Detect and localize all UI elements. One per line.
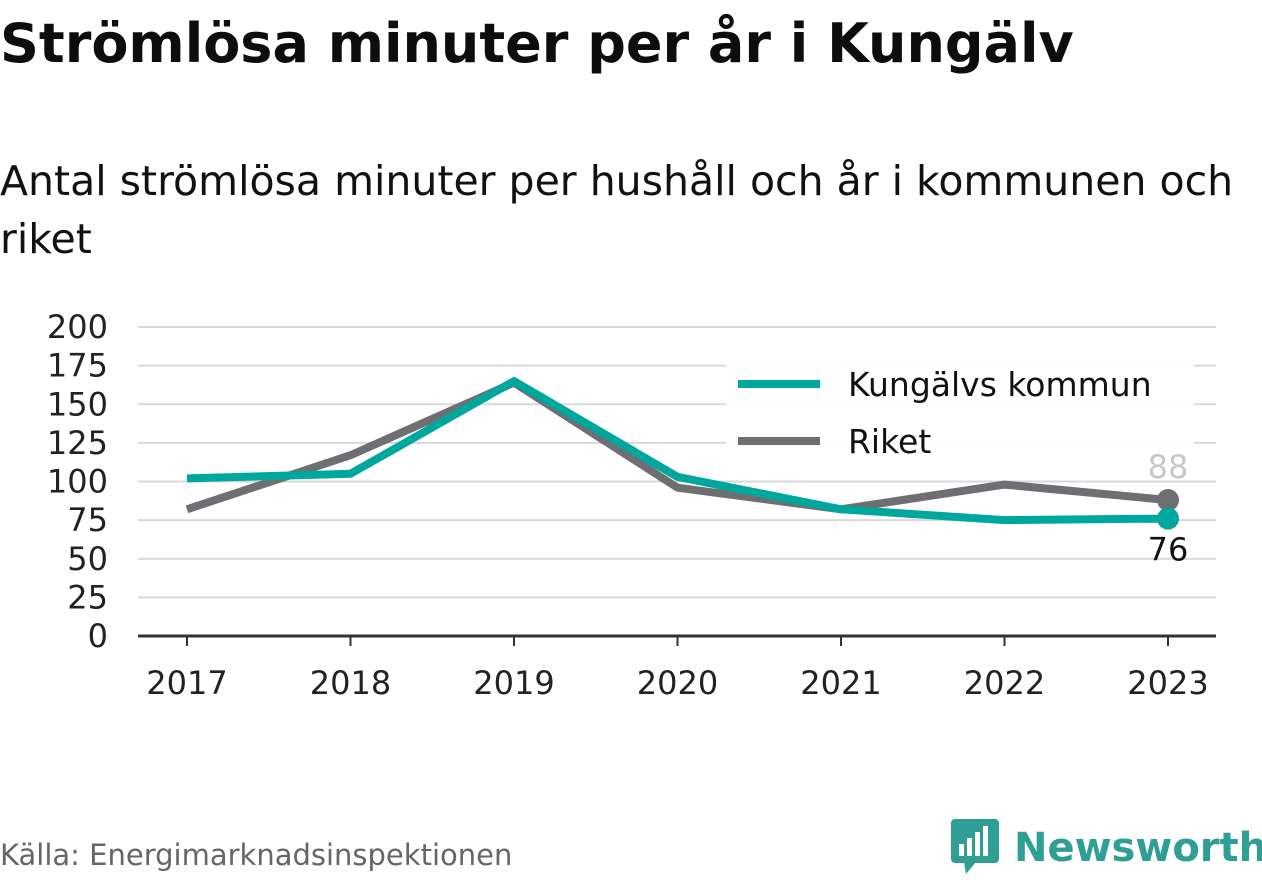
source-note: Källa: Energimarknadsinspektionen: [0, 838, 513, 872]
series-lines: [185, 377, 1169, 525]
x-axis-ticks: 2017 2018 2019 2020 2021 2022 2023: [146, 636, 1209, 702]
x-tick-label: 2019: [473, 664, 554, 702]
end-label-kungalv: 76: [1148, 531, 1189, 569]
end-marker-riket: [1157, 489, 1179, 512]
end-label-riket: 88: [1148, 448, 1189, 486]
legend: Kungälvs kommun Riket: [726, 362, 1194, 472]
end-markers: 88 76: [1148, 448, 1189, 569]
chart-subtitle: Antal strömlösa minuter per hushåll och …: [0, 157, 1234, 263]
chart-title: Strömlösa minuter per år i Kungälv: [0, 12, 1074, 75]
y-tick-label: 50: [67, 540, 108, 578]
x-tick-label: 2017: [146, 664, 227, 702]
y-tick-label: 0: [88, 617, 108, 655]
x-tick-label: 2023: [1127, 664, 1208, 702]
y-tick-label: 75: [67, 501, 108, 539]
y-tick-label: 100: [47, 463, 108, 501]
x-tick-label: 2021: [800, 664, 881, 702]
y-tick-label: 125: [47, 424, 108, 462]
y-tick-label: 175: [47, 347, 108, 385]
y-tick-label: 150: [47, 385, 108, 423]
brand-logo[interactable]: Newsworthy: [950, 818, 1262, 878]
series-line-kungalv: [186, 377, 1169, 525]
gridlines: [138, 326, 1216, 599]
x-tick-label: 2020: [637, 664, 718, 702]
end-marker-kungalv: [1157, 507, 1179, 530]
legend-label-kungalv: Kungälvs kommun: [848, 365, 1152, 404]
y-tick-label: 200: [47, 308, 108, 346]
y-tick-label: 25: [67, 578, 108, 616]
brand-name: Newsworthy: [1014, 825, 1262, 871]
x-tick-label: 2022: [964, 664, 1045, 702]
x-tick-label: 2018: [310, 664, 391, 702]
bar-chart-speech-bubble-icon: [950, 816, 1000, 880]
legend-label-riket: Riket: [848, 422, 931, 461]
series-line-riket: [185, 378, 1169, 514]
